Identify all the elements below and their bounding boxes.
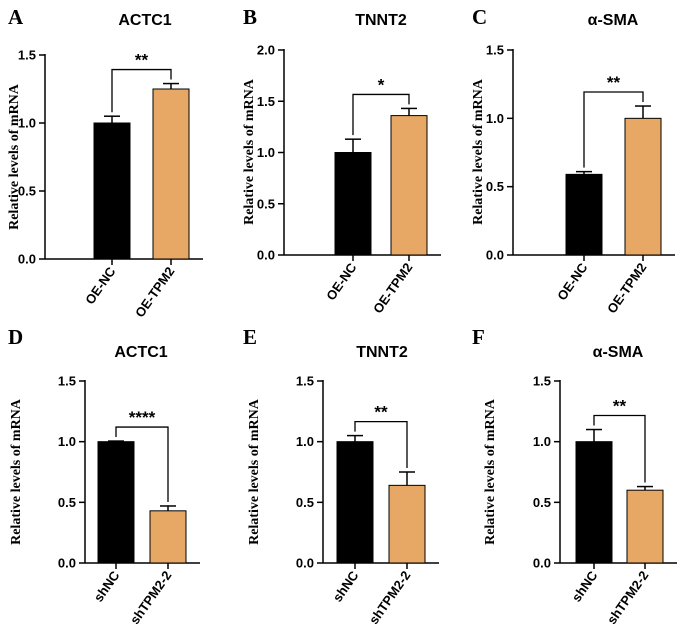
- y-tick-label: 1.5: [486, 43, 504, 58]
- significance-label: ****: [129, 408, 156, 427]
- category-label: OE-TPM2: [604, 260, 649, 316]
- y-tick-label: 1.0: [257, 145, 275, 160]
- bar-control: [97, 441, 135, 564]
- panel-letter: D: [8, 325, 23, 349]
- category-label: shTPM2-2: [127, 568, 175, 627]
- y-tick-label: 1.0: [296, 434, 314, 449]
- significance-bracket: [583, 91, 644, 168]
- y-axis-label: Relative levels of mRNA: [9, 398, 24, 545]
- category-label: shNC: [569, 568, 601, 605]
- significance-bracket: [111, 68, 172, 113]
- y-tick-label: 1.0: [58, 434, 76, 449]
- bar-treatment: [149, 510, 187, 564]
- bar-treatment: [626, 489, 664, 564]
- y-tick-label: 0.5: [257, 196, 275, 211]
- bar-treatment: [624, 117, 662, 256]
- y-tick-label: 1.5: [257, 94, 275, 109]
- significance-label: **: [607, 73, 621, 92]
- y-tick-label: 1.5: [296, 374, 314, 389]
- bar-treatment: [390, 115, 428, 256]
- category-label: OE-NC: [554, 260, 591, 303]
- significance-bracket: [354, 420, 408, 468]
- category-label: OE-NC: [82, 264, 119, 307]
- y-tick-label: 0.5: [18, 184, 36, 199]
- significance-bracket: [593, 414, 646, 483]
- y-tick-label: 1.0: [18, 116, 36, 131]
- y-tick-label: 2.0: [257, 43, 275, 58]
- y-tick-label: 1.0: [533, 434, 551, 449]
- y-tick-label: 0.0: [18, 252, 36, 267]
- panel-letter: A: [8, 5, 24, 29]
- chart-title: α-SMA: [593, 344, 644, 361]
- y-tick-label: 0.0: [533, 556, 551, 571]
- chart-panel-b: B TNNT2 Relative levels of mRNA 0.0 0.5 1.0 1.…: [242, 5, 441, 316]
- y-axis-label: Relative levels of mRNA: [7, 83, 22, 230]
- panel-letter: C: [472, 5, 487, 29]
- y-tick-label: 1.5: [533, 374, 551, 389]
- panel-letter: E: [243, 325, 257, 349]
- y-tick-label: 0.0: [296, 556, 314, 571]
- y-tick-label: 0.5: [486, 179, 504, 194]
- y-tick-label: 0.0: [58, 556, 76, 571]
- category-label: shTPM2-2: [366, 568, 414, 627]
- chart-title: TNNT2: [355, 12, 407, 29]
- category-label: shTPM2-2: [604, 568, 652, 627]
- chart-title: ACTC1: [118, 12, 171, 29]
- y-axis-label: Relative levels of mRNA: [471, 78, 486, 225]
- chart-title: TNNT2: [356, 344, 408, 361]
- panel-letter: B: [243, 5, 257, 29]
- y-tick-label: 1.5: [58, 374, 76, 389]
- bar-control: [334, 152, 372, 256]
- bar-treatment: [152, 88, 190, 260]
- chart-panel-f: Fα-SMA Relative levels of mRNA 0.0 0.5 1.0 1.…: [472, 325, 677, 627]
- chart-panel-a: A ACTC1 Relative levels of mRNA 0.0 0.5 1.0 1.…: [7, 5, 203, 320]
- significance-bracket: [115, 426, 169, 502]
- category-label: OE-TPM2: [132, 264, 177, 320]
- significance-label: **: [374, 403, 388, 422]
- significance-label: **: [613, 397, 627, 416]
- y-tick-label: 0.0: [486, 248, 504, 263]
- bar-treatment: [388, 484, 426, 564]
- y-tick-label: 0.5: [533, 495, 551, 510]
- panel-letter: F: [472, 325, 485, 349]
- y-axis-label: Relative levels of mRNA: [242, 78, 257, 225]
- y-tick-label: 0.0: [257, 248, 275, 263]
- bar-control: [93, 122, 131, 260]
- significance-bracket: [352, 93, 410, 136]
- y-tick-label: 1.5: [18, 48, 36, 63]
- y-tick-label: 0.5: [296, 495, 314, 510]
- y-tick-label: 0.5: [58, 495, 76, 510]
- chart-title: ACTC1: [114, 344, 167, 361]
- significance-label: *: [378, 75, 385, 94]
- category-label: OE-NC: [323, 260, 360, 303]
- y-tick-label: 1.0: [486, 111, 504, 126]
- bar-control: [565, 173, 603, 256]
- chart-panel-e: E TNNT2 Relative levels of mRNA 0.0 0.5 1.0 1.…: [243, 325, 439, 627]
- category-label: shNC: [330, 568, 362, 605]
- category-label: OE-TPM2: [370, 260, 415, 316]
- bar-control: [575, 441, 613, 564]
- chart-title: α-SMA: [588, 12, 639, 29]
- y-axis-label: Relative levels of mRNA: [483, 398, 498, 545]
- chart-panel-d: D ACTC1 Relative levels of mRNA 0.0 0.5 1.0 1.…: [8, 325, 200, 627]
- category-label: shNC: [91, 568, 123, 605]
- bar-control: [336, 441, 374, 564]
- significance-label: **: [135, 51, 149, 70]
- y-axis-label: Relative levels of mRNA: [247, 398, 262, 545]
